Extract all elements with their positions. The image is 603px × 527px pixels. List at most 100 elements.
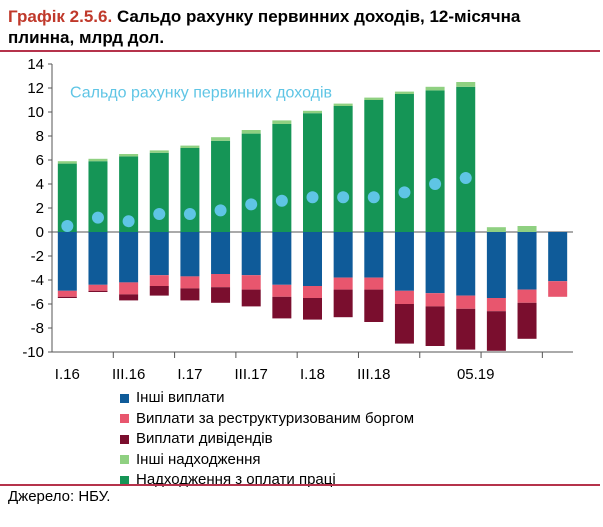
x-tick-label: III.16: [112, 366, 145, 383]
bar-restructuring: [272, 284, 292, 297]
bar-restructuring: [548, 281, 568, 297]
y-tick-label: 2: [36, 200, 44, 217]
bar-inshi_nadkhodzhennia: [119, 154, 139, 157]
bar-restructuring: [149, 275, 169, 286]
bar-wages: [211, 140, 231, 232]
x-tick-label: 05.19: [457, 366, 495, 383]
x-tick-label: I.16: [55, 366, 80, 383]
bar-inshi_vyplaty: [180, 232, 200, 277]
legend-label: Інші виплати: [136, 389, 225, 406]
balance-point: [398, 186, 411, 199]
bar-restructuring: [180, 276, 200, 289]
balance-point: [122, 215, 135, 228]
bar-wages: [333, 106, 353, 232]
bar-wages: [57, 163, 77, 232]
balance-point: [429, 178, 442, 190]
bar-wages: [149, 152, 169, 232]
bar-wages: [241, 133, 261, 232]
bar-inshi_vyplaty: [302, 232, 323, 286]
legend-item-dividends: Виплати дивідендів: [120, 429, 414, 450]
bar-dividends: [302, 298, 323, 320]
y-tick-label: -10: [22, 344, 44, 361]
bar-dividends: [333, 289, 353, 318]
bar-inshi_vyplaty: [425, 232, 445, 294]
y-tick-label: -6: [31, 296, 44, 313]
balance-annotation: Сальдо рахунку первинних доходів: [70, 85, 332, 102]
bar-inshi_nadkhodzhennia: [486, 227, 506, 232]
legend-item-restructuring: Виплати за реструктуризованим боргом: [120, 409, 414, 430]
bar-inshi_nadkhodzhennia: [517, 226, 537, 232]
x-tick-label: I.17: [177, 366, 202, 383]
bar-dividends: [272, 296, 292, 319]
bar-wages: [119, 156, 139, 232]
bar-inshi_vyplaty: [394, 232, 414, 291]
bar-dividends: [517, 302, 537, 339]
bar-inshi_vyplaty: [88, 232, 108, 285]
chart-title-line2: плинна, млрд дол.: [8, 28, 165, 47]
legend-label: Інші надходження: [136, 450, 261, 468]
balance-point: [459, 172, 472, 184]
bar-inshi_nadkhodzhennia: [180, 145, 200, 148]
bar-inshi_nadkhodzhennia: [333, 103, 353, 106]
bar-inshi_nadkhodzhennia: [88, 158, 108, 162]
balance-point: [183, 208, 196, 220]
balance-point: [61, 220, 74, 232]
legend-swatch: [120, 414, 129, 424]
legend-item-inshi-nadkhodzhennia: Інші надходження: [120, 450, 414, 471]
bar-inshi_nadkhodzhennia: [456, 82, 476, 87]
y-tick-label: 6: [36, 152, 44, 169]
bar-inshi_vyplaty: [333, 232, 353, 278]
bar-inshi_vyplaty: [241, 232, 261, 276]
bar-restructuring: [456, 295, 476, 309]
bar-inshi_nadkhodzhennia: [425, 86, 445, 91]
legend-label: Виплати за реструктуризованим боргом: [136, 409, 415, 427]
bottom-rule: [0, 484, 600, 486]
bar-restructuring: [486, 298, 506, 312]
bar-dividends: [425, 306, 445, 346]
bar-wages: [425, 90, 445, 233]
legend-item-inshi-vyplaty: Інші виплати: [120, 388, 414, 409]
chart-title-line1: Сальдо рахунку первинних доходів, 12-міс…: [116, 7, 521, 26]
bar-inshi_vyplaty: [486, 232, 506, 298]
bar-dividends: [211, 287, 231, 303]
bar-wages: [456, 86, 476, 232]
bar-wages: [394, 94, 414, 232]
bar-inshi_nadkhodzhennia: [302, 110, 323, 114]
bar-inshi_nadkhodzhennia: [149, 150, 169, 153]
bar-dividends: [57, 296, 77, 298]
bar-restructuring: [394, 290, 414, 304]
bar-inshi_vyplaty: [149, 232, 169, 276]
bar-wages: [272, 124, 292, 232]
bar-inshi_nadkhodzhennia: [241, 130, 261, 134]
bar-restructuring: [333, 277, 353, 290]
bar-inshi_nadkhodzhennia: [394, 91, 414, 94]
bar-dividends: [456, 308, 476, 350]
legend-swatch: [120, 455, 129, 465]
y-tick-label: 10: [27, 104, 44, 121]
y-tick-label: 0: [36, 224, 44, 241]
bar-inshi_vyplaty: [517, 232, 537, 290]
top-rule: [0, 50, 600, 52]
bar-restructuring: [119, 282, 139, 295]
y-tick-label: 8: [36, 128, 44, 145]
bar-dividends: [364, 289, 384, 322]
balance-point: [337, 191, 350, 204]
bar-inshi_vyplaty: [272, 232, 292, 285]
y-tick-label: 12: [27, 80, 44, 97]
bar-dividends: [119, 294, 139, 301]
y-tick-label: -8: [31, 320, 44, 337]
legend-swatch: [120, 475, 129, 485]
bar-restructuring: [517, 289, 537, 303]
bar-inshi_nadkhodzhennia: [57, 161, 77, 164]
bar-inshi_vyplaty: [548, 232, 568, 282]
source-note: Джерело: НБУ.: [8, 488, 111, 505]
y-tick-label: 14: [27, 56, 44, 73]
y-tick-label: 4: [36, 176, 44, 193]
bar-restructuring: [211, 274, 231, 288]
bar-wages: [302, 113, 323, 232]
bar-restructuring: [425, 293, 445, 307]
x-tick-label: III.17: [235, 366, 268, 383]
bar-restructuring: [57, 290, 77, 297]
chart-title: Графік 2.5.6. Сальдо рахунку первинних д…: [8, 6, 598, 48]
